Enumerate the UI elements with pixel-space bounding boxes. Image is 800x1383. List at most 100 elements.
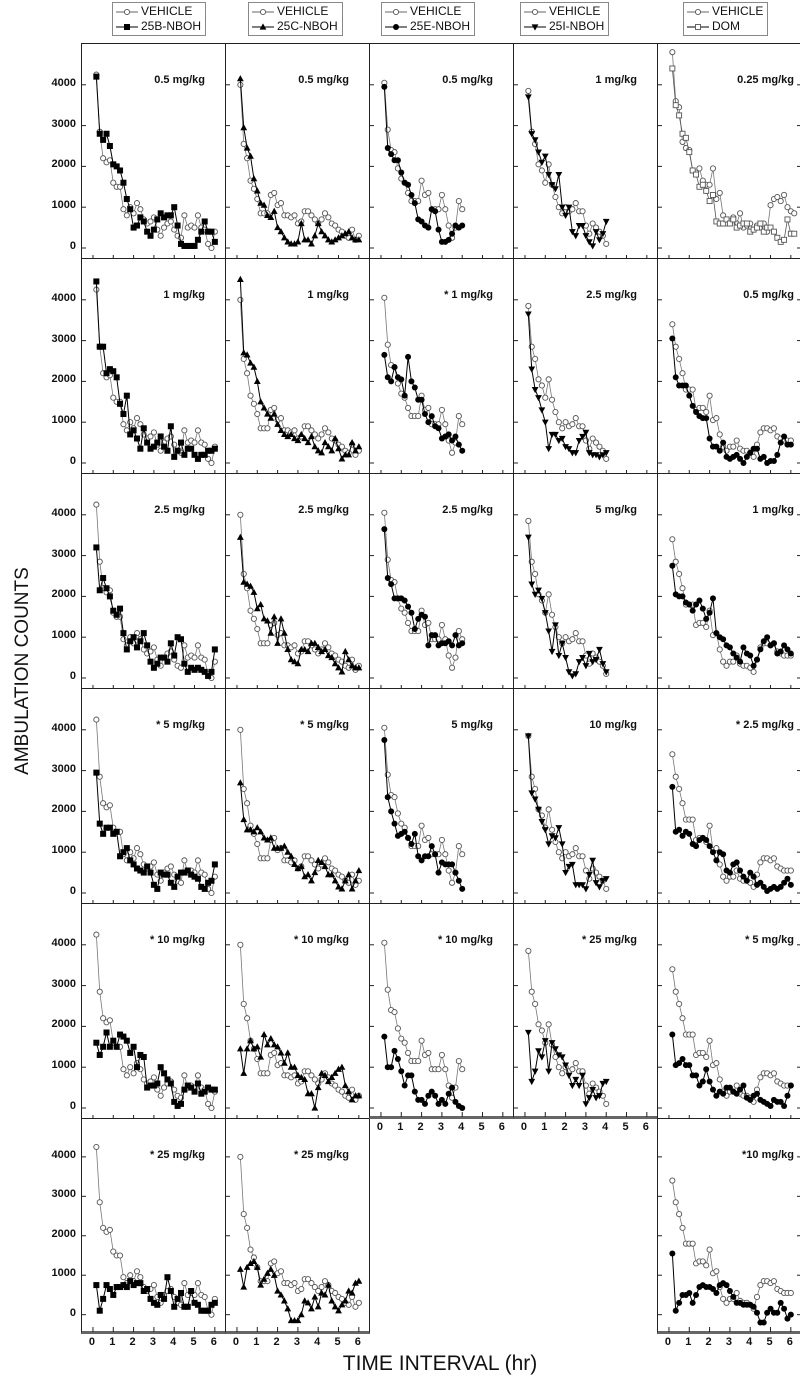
x-tick-label: 1	[109, 1336, 116, 1348]
drug-point	[321, 438, 329, 446]
legend-label: VEHICLE	[712, 4, 764, 18]
vehicle-point	[757, 429, 764, 436]
vehicle-point	[237, 1153, 244, 1160]
drug-point	[157, 869, 164, 876]
vehicle-point	[93, 1143, 100, 1151]
drug-point	[381, 526, 388, 533]
vehicle-point	[394, 380, 401, 387]
drug-point	[730, 650, 737, 657]
y-tick-label: 0	[69, 239, 76, 252]
panel-plot	[658, 729, 800, 904]
drug-point	[110, 161, 117, 168]
vehicle-point	[264, 640, 271, 647]
drug-point	[311, 639, 319, 646]
vehicle-point	[167, 863, 174, 870]
vehicle-point	[449, 879, 456, 886]
drug-point	[696, 1082, 703, 1089]
drug-point	[568, 229, 576, 236]
drug-point	[184, 1082, 191, 1089]
vehicle-point	[157, 1092, 164, 1099]
drug-point	[130, 1043, 137, 1050]
drug-point	[753, 1090, 760, 1097]
drug-point	[260, 1030, 268, 1038]
drug-point	[318, 1069, 326, 1076]
chart-panel: 0.25 mg/kg	[657, 43, 800, 259]
y-tick-label: 4000	[51, 936, 76, 949]
drug-point	[100, 1043, 107, 1050]
drug-point	[535, 1048, 542, 1055]
vehicle-point	[579, 208, 586, 215]
drug-point	[331, 236, 339, 243]
y-tick-label: 3000	[51, 117, 76, 130]
drug-point	[730, 1293, 737, 1300]
vehicle-point	[706, 822, 713, 829]
vehicle-point	[438, 191, 445, 198]
vehicle-point	[699, 404, 706, 411]
x-tick-label: 1	[253, 1336, 260, 1348]
drug-point	[545, 1068, 553, 1075]
vehicle-point	[150, 859, 157, 866]
drug-point	[201, 668, 208, 675]
vehicle-point	[589, 1080, 596, 1087]
vehicle-point	[669, 321, 676, 328]
dose-label: * 10 mg/kg	[437, 934, 493, 946]
vehicle-point	[572, 845, 579, 852]
vehicle-point	[391, 794, 398, 801]
drug-point	[154, 439, 161, 446]
drug-point	[253, 377, 261, 384]
drug-point	[770, 640, 777, 647]
vehicle-point	[445, 222, 452, 229]
vehicle-point	[321, 425, 329, 432]
drug-point	[452, 632, 459, 639]
drug-point	[321, 1291, 329, 1298]
drug-point	[318, 647, 326, 655]
vehicle-point	[318, 216, 325, 223]
vehicle-point	[150, 1074, 157, 1081]
drug-point	[679, 130, 686, 137]
vehicle-point	[579, 638, 586, 645]
drug-point	[205, 879, 212, 886]
drug-point	[123, 646, 130, 653]
vehicle-point	[770, 425, 777, 432]
drug-point	[130, 427, 137, 434]
drug-point	[264, 410, 271, 417]
drug-point	[449, 1084, 456, 1091]
drug-point	[335, 1307, 342, 1314]
drug-point	[110, 368, 117, 375]
drug-point	[548, 833, 556, 840]
x-tick-label: 0	[376, 1121, 384, 1133]
drug-point	[524, 94, 532, 101]
drug-point	[184, 867, 191, 874]
drug-point	[676, 112, 683, 119]
chart-panel: 0.5 mg/kg	[225, 43, 370, 259]
drug-point	[314, 447, 322, 454]
vehicle-point	[720, 873, 727, 880]
drug-point	[348, 885, 356, 892]
drug-point	[167, 879, 174, 886]
drug-point	[123, 1037, 130, 1044]
drug-point	[240, 349, 248, 356]
vehicle-point	[106, 1017, 113, 1024]
drug-point	[311, 1104, 319, 1111]
drug-point	[770, 228, 777, 235]
vehicle-point	[787, 1289, 794, 1297]
drug-point	[388, 808, 395, 815]
drug-point	[150, 443, 157, 450]
vehicle-point	[181, 857, 188, 864]
drug-point	[528, 366, 536, 373]
drug-point	[459, 640, 466, 647]
drug-point	[579, 222, 586, 230]
drug-point	[294, 238, 302, 245]
panel-plot	[514, 729, 648, 904]
drug-point	[236, 1045, 244, 1052]
vehicle-point	[93, 931, 100, 938]
vehicle-point	[398, 820, 405, 827]
vehicle-point	[194, 1280, 201, 1287]
vehicle-point	[325, 429, 332, 436]
vehicle-point	[150, 429, 157, 436]
drug-point	[137, 867, 144, 874]
drug-point	[709, 1286, 716, 1293]
drug-point	[531, 591, 539, 598]
vehicle-point	[549, 611, 556, 618]
drug-point	[133, 1280, 140, 1287]
